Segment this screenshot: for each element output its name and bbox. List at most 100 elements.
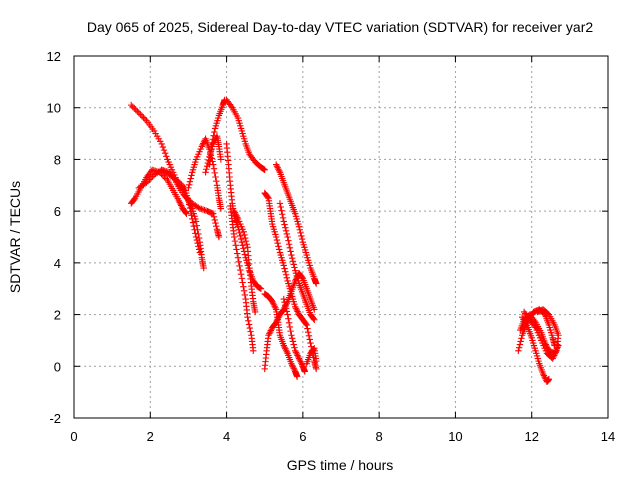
data-point — [277, 203, 284, 211]
data-point — [208, 139, 216, 147]
data-point — [289, 363, 297, 371]
data-point — [243, 241, 250, 248]
data-point — [311, 316, 318, 323]
data-point — [281, 221, 288, 228]
data-point — [237, 266, 244, 274]
axis-ticks: 0 2 4 6 8 10 12 14 -2 0 2 4 6 8 10 12 — [47, 49, 616, 444]
data-point — [293, 306, 300, 314]
data-point — [247, 328, 254, 335]
data-point — [295, 223, 303, 230]
x-tick-label: 10 — [448, 429, 462, 444]
data-point — [285, 241, 293, 248]
data-point — [231, 207, 238, 215]
x-tick-label: 0 — [70, 429, 77, 444]
data-point — [534, 308, 541, 316]
data-point — [517, 338, 524, 345]
data-point — [186, 178, 194, 185]
data-point — [539, 370, 547, 378]
data-point — [232, 211, 239, 218]
data-point — [287, 327, 294, 335]
data-point — [283, 348, 291, 356]
data-point — [242, 234, 249, 242]
data-point — [194, 240, 201, 247]
data-point — [231, 237, 239, 245]
y-tick-label: 10 — [47, 101, 61, 116]
data-point — [281, 298, 288, 306]
data-point — [181, 192, 188, 199]
data-point — [245, 317, 252, 324]
data-point — [158, 140, 165, 148]
data-point — [237, 232, 244, 240]
data-point — [231, 209, 239, 216]
data-point — [185, 184, 192, 192]
data-point — [280, 342, 287, 349]
data-point — [288, 255, 296, 262]
data-point — [288, 362, 296, 369]
data-point — [303, 321, 310, 329]
data-point — [200, 264, 207, 272]
x-tick-label: 4 — [223, 429, 230, 444]
data-point — [187, 175, 194, 182]
data-point — [203, 166, 210, 173]
data-point — [182, 209, 189, 216]
data-point — [209, 136, 217, 143]
data-point — [282, 302, 289, 309]
x-tick-label: 12 — [524, 429, 538, 444]
data-point — [210, 213, 218, 221]
data-point — [192, 233, 200, 241]
data-point — [295, 355, 303, 362]
data-point — [217, 156, 225, 163]
data-point — [215, 233, 223, 241]
data-point — [295, 353, 302, 361]
data-point — [213, 222, 220, 230]
grid — [74, 56, 608, 418]
data-point — [269, 298, 276, 305]
data-point — [273, 236, 281, 244]
data-point — [227, 102, 235, 110]
y-tick-label: 6 — [54, 204, 61, 219]
data-point — [552, 349, 559, 356]
data-point — [273, 162, 281, 170]
data-point — [240, 287, 248, 294]
data-point — [294, 308, 301, 315]
data-point — [540, 372, 548, 379]
data-point — [290, 365, 297, 372]
data-point — [134, 108, 141, 115]
data-point — [280, 262, 287, 269]
data-point — [276, 200, 284, 207]
data-point — [298, 232, 305, 240]
data-point — [251, 308, 259, 316]
data-point — [307, 339, 314, 347]
data-point — [196, 249, 204, 256]
data-point — [234, 254, 242, 261]
data-point — [304, 325, 311, 332]
data-point — [275, 243, 282, 250]
data-point — [284, 311, 291, 318]
data-point — [141, 115, 149, 123]
data-point — [233, 212, 240, 219]
data-point — [212, 173, 219, 181]
data-point — [239, 279, 246, 286]
data-point — [290, 341, 297, 348]
data-point — [282, 345, 289, 352]
data-point — [291, 264, 298, 271]
data-point — [545, 376, 553, 383]
data-point — [240, 228, 247, 236]
data-point — [246, 324, 254, 332]
y-tick-label: 4 — [54, 256, 61, 271]
data-point — [278, 207, 285, 214]
data-point — [212, 219, 219, 227]
data-point — [185, 181, 193, 188]
data-point — [292, 305, 300, 312]
data-point — [282, 347, 290, 354]
data-point — [280, 218, 287, 225]
data-point — [310, 346, 317, 353]
data-point — [132, 106, 139, 113]
data-point — [265, 332, 272, 339]
data-point — [213, 177, 220, 185]
data-point — [285, 315, 292, 322]
data-point — [217, 205, 225, 212]
data-point — [296, 226, 304, 233]
data-point — [244, 313, 251, 321]
